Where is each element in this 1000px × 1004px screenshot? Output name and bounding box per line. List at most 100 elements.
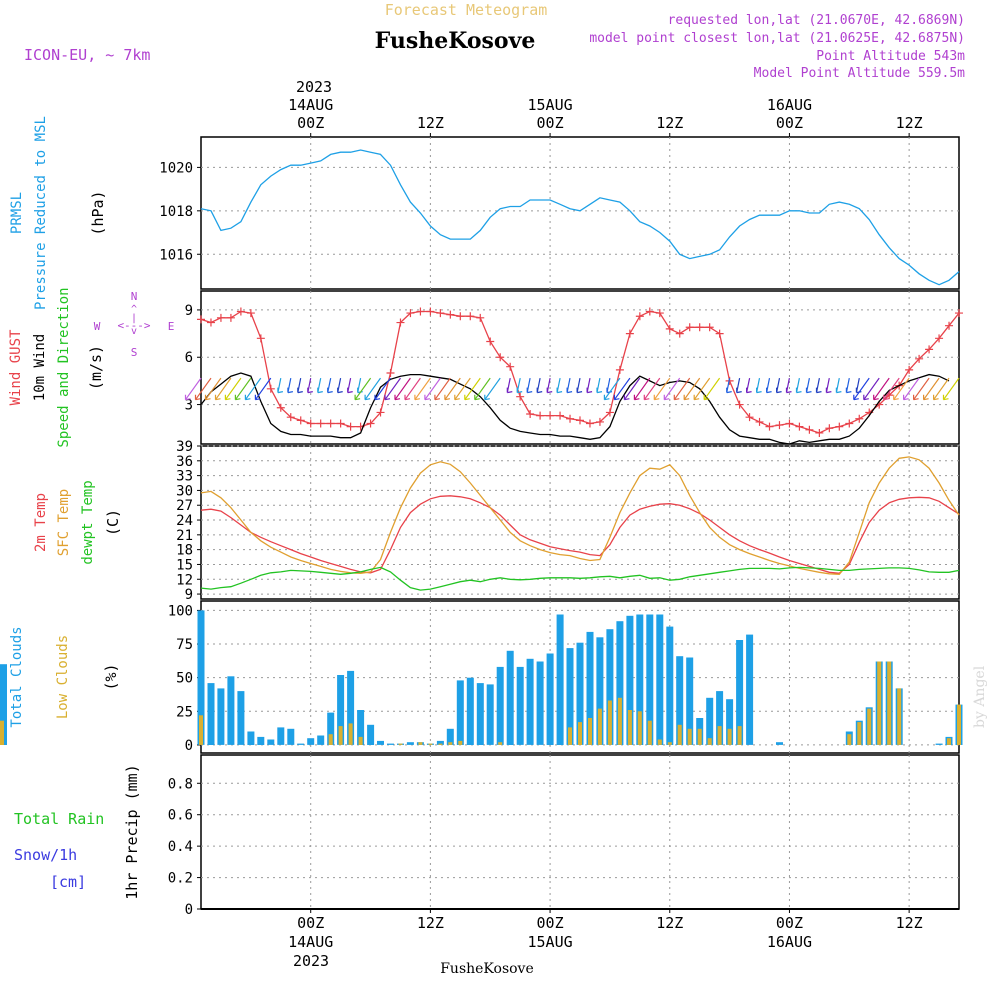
y-tick-label: 1018 <box>159 204 193 220</box>
bottom-date-label: 15AUG <box>528 933 573 951</box>
wind-direction-arrow <box>623 377 641 401</box>
gust-marker <box>795 422 804 431</box>
gust-marker <box>635 312 644 321</box>
wind-direction-arrow <box>404 377 421 401</box>
wind-direction-arrow <box>873 377 890 401</box>
panel-legend-label: Wind GUST <box>8 329 24 405</box>
gust-marker <box>845 419 854 428</box>
panel-legend-label: dewpt Temp <box>80 480 96 564</box>
gust-marker <box>915 354 924 363</box>
y-tick-label: 27 <box>176 498 193 514</box>
location-title: FusheKosove <box>375 28 536 54</box>
compass-arrow-we: <---> <box>117 319 150 332</box>
series-line-dewpt-temp <box>200 566 960 591</box>
wind-direction-arrow <box>364 377 381 401</box>
y-tick-label: 9 <box>185 303 193 319</box>
cloud-bar-total-clouds <box>387 743 394 745</box>
cloud-bar-total-clouds <box>726 699 734 745</box>
cloud-bar-total-clouds <box>377 740 384 745</box>
cloud-bar-total-clouds <box>317 735 325 745</box>
y-tick-label: 33 <box>176 469 193 485</box>
gust-marker <box>306 419 315 428</box>
credit: by Angel <box>972 665 988 728</box>
cloud-bar-low-clouds <box>847 734 852 745</box>
gust-marker <box>695 323 704 332</box>
y-axis-label: 1hr Precip (mm) <box>123 764 141 899</box>
y-tick-label: 75 <box>176 637 193 653</box>
cloud-bar-low-clouds <box>897 688 902 745</box>
cloud-bar-total-clouds <box>496 666 504 745</box>
gust-marker <box>296 416 305 425</box>
cloud-bar-low-clouds <box>568 727 572 745</box>
gust-marker <box>815 428 824 437</box>
gust-marker <box>755 417 764 426</box>
cloud-bar-low-clouds <box>0 734 4 745</box>
wind-direction-arrow <box>795 377 802 394</box>
cloud-bar-total-clouds <box>237 691 245 745</box>
y-tick-label: 15 <box>176 557 193 573</box>
cloud-bar-total-clouds <box>776 742 783 745</box>
top-time-label: 12Z <box>417 114 444 132</box>
wind-direction-arrow <box>556 377 563 394</box>
y-tick-label: 0.6 <box>168 808 193 824</box>
cloud-bar-total-clouds <box>636 614 644 745</box>
gust-marker <box>905 365 914 374</box>
gust-marker <box>476 313 485 322</box>
cloud-bar-total-clouds <box>546 653 554 745</box>
wind-direction-arrow <box>903 377 920 401</box>
panel-legend-label: 2m Temp <box>33 493 49 552</box>
cloud-bar-total-clouds <box>436 740 444 745</box>
y-tick-label: 0.4 <box>168 839 193 855</box>
top-time-label: 00Z <box>297 114 324 132</box>
gust-marker <box>655 309 664 318</box>
cloud-bar-low-clouds <box>947 738 951 745</box>
plot-layer: 1016 1018 1020 (hPa) PRMSL Pressure Reduced t… <box>0 96 963 951</box>
cloud-bar-total-clouds <box>297 743 305 745</box>
cloud-bar-total-clouds <box>476 683 484 745</box>
wind-direction-arrow <box>474 377 491 401</box>
gust-marker <box>665 324 674 333</box>
panel-legend-label: Low Clouds <box>55 635 71 719</box>
cloud-bar-total-clouds <box>257 736 265 745</box>
top-time-label: 12Z <box>656 114 683 132</box>
cloud-bar-total-clouds <box>367 724 375 745</box>
cloud-bar-total-clouds <box>247 731 255 745</box>
gust-marker <box>386 369 395 378</box>
top-time-label: 00Z <box>776 114 803 132</box>
wind-direction-arrow <box>746 377 752 394</box>
cloud-bar-low-clouds <box>498 742 503 745</box>
gust-marker <box>546 411 555 420</box>
wind-direction-arrow <box>673 377 691 401</box>
gust-marker <box>705 323 714 332</box>
y-axis-label: (m/s) <box>87 345 105 390</box>
gust-marker <box>775 421 784 430</box>
panel-legend-label: Total Clouds <box>9 626 25 727</box>
y-tick-label: 39 <box>176 439 193 455</box>
gust-marker <box>566 414 575 423</box>
cloud-bar-low-clouds <box>597 708 602 745</box>
cloud-bar-total-clouds <box>287 728 295 745</box>
cloud-bar-total-clouds <box>556 614 564 745</box>
gust-marker <box>715 329 724 338</box>
wind-direction-arrow <box>234 377 252 401</box>
gust-marker <box>236 307 245 316</box>
wind-direction-arrow <box>596 377 603 394</box>
cloud-bar-low-clouds <box>627 710 632 745</box>
cloud-bar-low-clouds <box>428 743 433 745</box>
gust-marker <box>316 419 325 428</box>
y-tick-label: 0 <box>185 902 193 918</box>
gust-marker <box>406 309 415 318</box>
cloud-bar-total-clouds <box>666 626 674 745</box>
cloud-bar-low-clouds <box>857 722 862 745</box>
wind-direction-arrow <box>317 377 323 394</box>
gust-marker <box>216 313 225 322</box>
panel-clouds: 0 25 50 75 100 (%) Total Clouds Low Clouds <box>0 600 963 754</box>
y-tick-label: 50 <box>176 671 193 687</box>
bottom-time-label: 12Z <box>896 914 923 932</box>
wind-direction-arrow <box>526 377 533 394</box>
panel-precip: 0 0.2 0.4 0.6 0.8 1hr Precip (mm) Total Rain Sn… <box>14 754 960 918</box>
wind-direction-arrow <box>484 377 501 401</box>
wind-direction-arrow <box>354 377 372 401</box>
model-name: ICON-EU, ~ 7km <box>24 46 150 64</box>
